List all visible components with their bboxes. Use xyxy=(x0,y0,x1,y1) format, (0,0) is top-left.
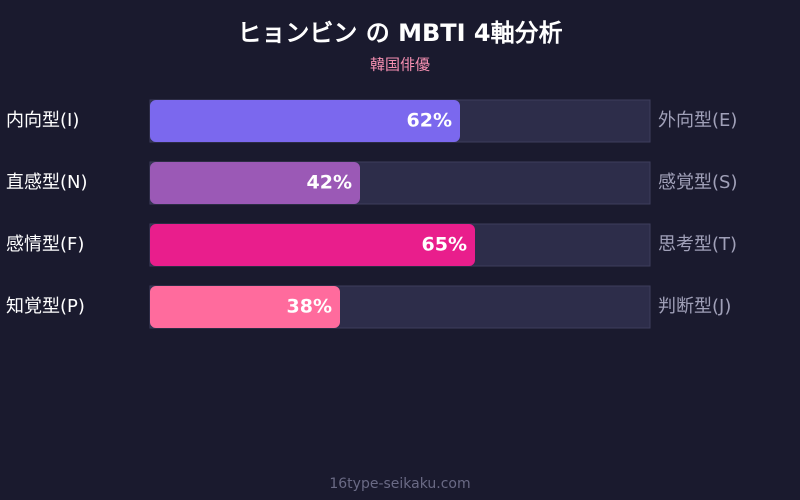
value-label: 38% xyxy=(287,296,332,318)
right-label: 感覚型(S) xyxy=(658,172,737,193)
chart-title: ヒョンビン の MBTI 4軸分析 xyxy=(237,19,562,47)
right-label: 外向型(E) xyxy=(658,110,737,131)
value-label: 62% xyxy=(407,110,452,132)
left-label: 知覚型(P) xyxy=(6,296,85,317)
value-label: 65% xyxy=(422,234,467,256)
left-label: 内向型(I) xyxy=(6,110,79,131)
bar xyxy=(150,224,475,266)
left-label: 直感型(N) xyxy=(6,172,88,193)
bar xyxy=(150,100,460,142)
left-label: 感情型(F) xyxy=(6,234,84,255)
value-label: 42% xyxy=(307,172,352,194)
right-label: 思考型(T) xyxy=(658,234,737,255)
right-label: 判断型(J) xyxy=(658,296,731,317)
bar xyxy=(150,162,360,204)
chart-subtitle: 韓国俳優 xyxy=(370,56,430,74)
footer: 16type-seikaku.com xyxy=(329,476,470,492)
bar xyxy=(150,286,340,328)
